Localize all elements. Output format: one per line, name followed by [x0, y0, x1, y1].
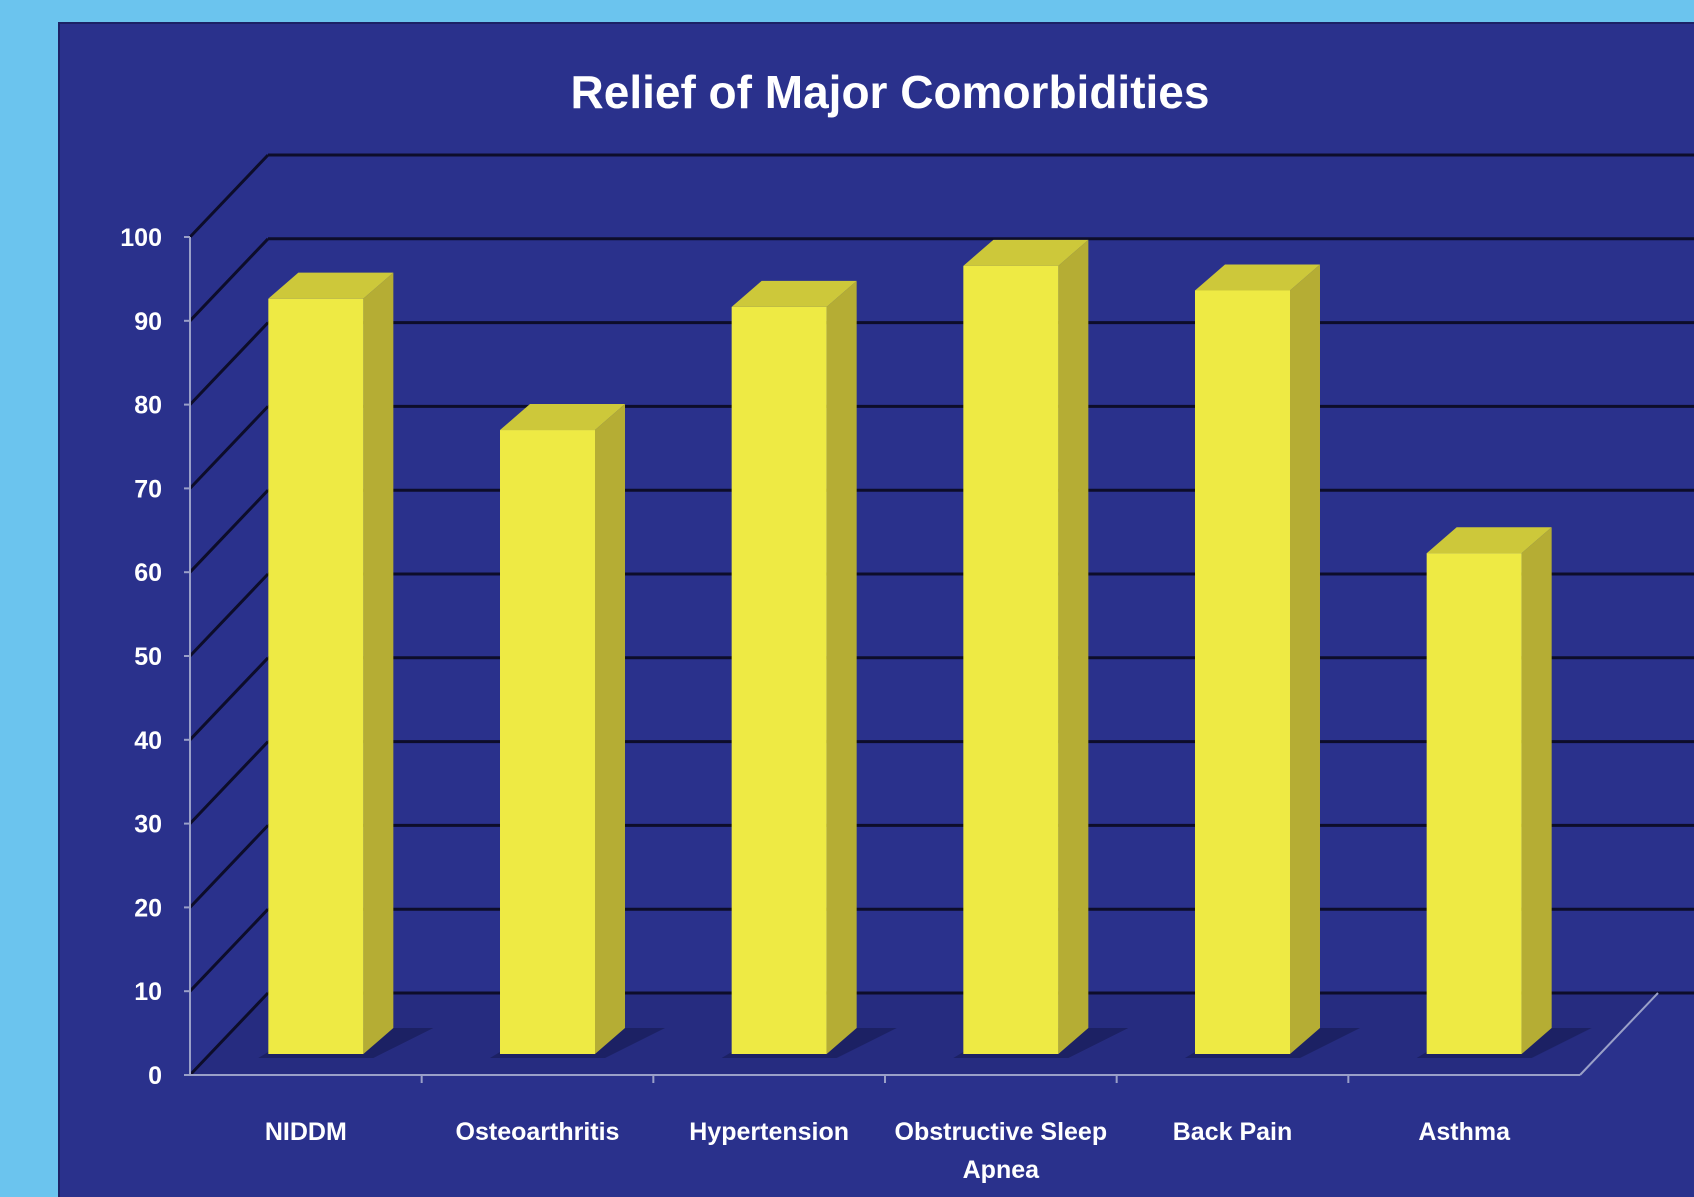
bar-front — [268, 298, 364, 1054]
bar-top — [500, 404, 625, 431]
bar-top — [268, 272, 394, 299]
category-label: Hypertension — [689, 1118, 849, 1146]
axes — [184, 236, 1659, 1083]
gridline-diagonal — [188, 908, 270, 993]
y-tick-label: 20 — [134, 894, 162, 922]
bars — [258, 239, 1592, 1058]
category-label: NIDDM — [265, 1118, 347, 1146]
category-label: Osteoarthritis — [456, 1118, 620, 1146]
bar-front — [731, 306, 827, 1054]
bar-side — [1058, 239, 1089, 1055]
bar-side — [826, 280, 857, 1054]
gridline-diagonal — [188, 824, 270, 909]
y-tick-label: 80 — [134, 392, 162, 420]
bar-top — [731, 280, 857, 307]
category-label-line: Apnea — [963, 1156, 1041, 1184]
category-label: Asthma — [1418, 1118, 1511, 1146]
category-label: Back Pain — [1173, 1118, 1293, 1146]
bar-top — [1195, 264, 1320, 291]
y-tick-label: 70 — [134, 475, 162, 503]
category-label-line: Obstructive Sleep — [895, 1118, 1108, 1146]
gridline-diagonal — [188, 656, 270, 741]
bar-front — [1426, 553, 1522, 1054]
bar-side — [595, 404, 625, 1054]
bar — [721, 280, 897, 1058]
y-tick-label: 60 — [134, 559, 162, 587]
y-tick-label: 40 — [134, 727, 162, 755]
bar-side — [363, 272, 394, 1054]
gridline-diagonal — [188, 991, 270, 1077]
y-tick-label: 10 — [134, 978, 162, 1006]
bar — [1185, 264, 1360, 1058]
bar — [1416, 527, 1592, 1058]
bar-top — [963, 239, 1089, 266]
category-label-line: Hypertension — [689, 1118, 849, 1146]
bar-side — [1521, 527, 1552, 1054]
chart-title: Relief of Major Comorbidities — [571, 66, 1210, 118]
y-tick-labels: 0 10 20 30 40 50 60 70 80 90 100 — [120, 224, 162, 1090]
bar-top — [1426, 527, 1552, 554]
category-label-line: Asthma — [1418, 1118, 1511, 1146]
x-axis-depth — [1579, 992, 1659, 1076]
y-tick-label: 30 — [134, 811, 162, 839]
gridline-diagonal — [188, 572, 270, 658]
bar-front — [963, 265, 1059, 1055]
bar — [258, 272, 434, 1058]
bar-front — [1195, 290, 1290, 1055]
category-label-line: Back Pain — [1173, 1118, 1293, 1146]
gridline-diagonal — [188, 489, 270, 574]
category-label-line: NIDDM — [265, 1118, 347, 1146]
bar — [953, 239, 1129, 1058]
category-label: Obstructive Sleep Apnea — [895, 1118, 1108, 1184]
gridline-diagonal — [188, 237, 270, 322]
y-tick-label: 50 — [134, 643, 162, 671]
y-tick-label: 90 — [134, 308, 162, 336]
gridline-diagonal — [188, 153, 270, 239]
y-tick-label: 0 — [148, 1062, 162, 1090]
bar — [490, 404, 665, 1058]
gridline-diagonal — [188, 321, 270, 406]
bar-front — [500, 430, 595, 1054]
y-tick-label: 100 — [120, 224, 162, 252]
category-label-line: Osteoarthritis — [456, 1118, 620, 1146]
gridline-diagonal — [188, 740, 270, 825]
category-labels: NIDDM Osteoarthritis Hypertension Obstructi… — [265, 1118, 1511, 1184]
bar-side — [1290, 264, 1320, 1055]
gridline-diagonal — [188, 405, 270, 490]
